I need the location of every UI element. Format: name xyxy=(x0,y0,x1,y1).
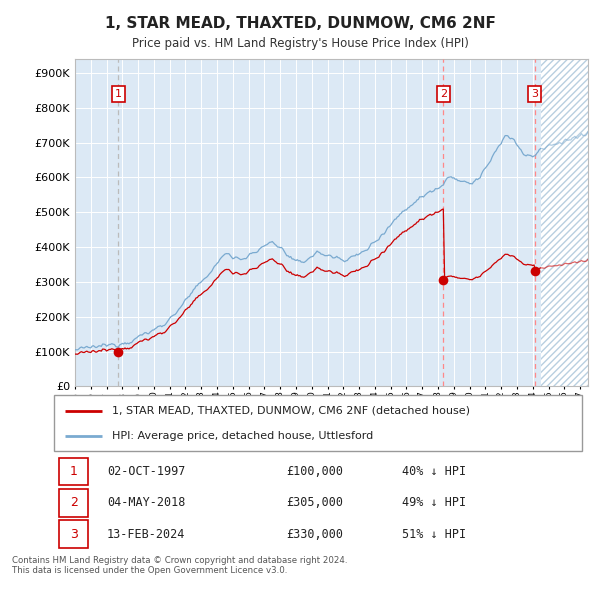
FancyBboxPatch shape xyxy=(59,520,88,548)
Text: 2: 2 xyxy=(440,89,447,99)
FancyBboxPatch shape xyxy=(59,489,88,517)
Text: 04-MAY-2018: 04-MAY-2018 xyxy=(107,496,185,510)
Text: 3: 3 xyxy=(70,527,78,540)
Text: 1: 1 xyxy=(115,89,122,99)
Text: Price paid vs. HM Land Registry's House Price Index (HPI): Price paid vs. HM Land Registry's House … xyxy=(131,37,469,50)
FancyBboxPatch shape xyxy=(54,395,582,451)
Text: 1: 1 xyxy=(70,466,78,478)
Text: 13-FEB-2024: 13-FEB-2024 xyxy=(107,527,185,540)
Text: 3: 3 xyxy=(531,89,538,99)
Text: 1, STAR MEAD, THAXTED, DUNMOW, CM6 2NF (detached house): 1, STAR MEAD, THAXTED, DUNMOW, CM6 2NF (… xyxy=(112,406,470,416)
FancyBboxPatch shape xyxy=(59,458,88,486)
Text: £305,000: £305,000 xyxy=(286,496,343,510)
Text: 49% ↓ HPI: 49% ↓ HPI xyxy=(403,496,467,510)
Text: £330,000: £330,000 xyxy=(286,527,343,540)
Bar xyxy=(541,59,588,386)
Text: 40% ↓ HPI: 40% ↓ HPI xyxy=(403,466,467,478)
Text: 1, STAR MEAD, THAXTED, DUNMOW, CM6 2NF: 1, STAR MEAD, THAXTED, DUNMOW, CM6 2NF xyxy=(104,16,496,31)
Text: 51% ↓ HPI: 51% ↓ HPI xyxy=(403,527,467,540)
Text: 2: 2 xyxy=(70,496,78,510)
Text: 02-OCT-1997: 02-OCT-1997 xyxy=(107,466,185,478)
Text: Contains HM Land Registry data © Crown copyright and database right 2024.
This d: Contains HM Land Registry data © Crown c… xyxy=(12,556,347,575)
Text: £100,000: £100,000 xyxy=(286,466,343,478)
Text: HPI: Average price, detached house, Uttlesford: HPI: Average price, detached house, Uttl… xyxy=(112,431,373,441)
